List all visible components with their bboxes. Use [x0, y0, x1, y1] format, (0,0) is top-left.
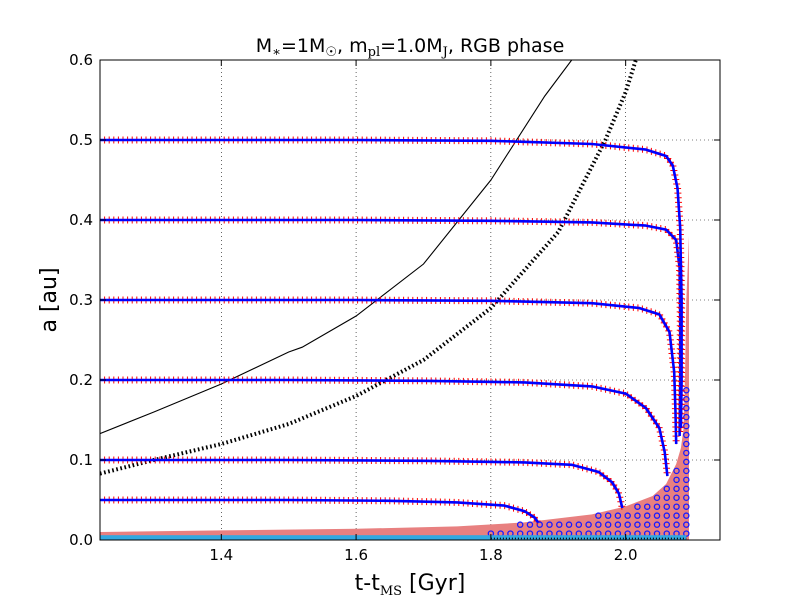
envelope-marker	[643, 521, 651, 528]
envelope-marker	[585, 521, 592, 528]
dotted-curve	[100, 60, 638, 476]
x-tick-label: 1.8	[479, 546, 503, 564]
orbit-line	[100, 138, 683, 429]
envelope-marker	[663, 521, 671, 528]
orbit-series	[100, 376, 671, 477]
envelope-marker	[683, 431, 690, 439]
x-axis-label-sub: MS	[380, 584, 402, 599]
title-part: =1M	[281, 35, 325, 57]
orbit-line	[100, 458, 624, 509]
x-tick-label: 1.6	[344, 546, 368, 564]
envelope-marker	[565, 521, 573, 528]
title-part: , RGB phase	[448, 35, 564, 57]
envelope-marker	[546, 521, 553, 528]
title-part: J	[441, 45, 448, 60]
base-band	[100, 535, 687, 540]
orbit-series	[100, 456, 626, 510]
envelope-marker	[683, 467, 690, 475]
envelope-marker	[683, 521, 690, 528]
x-axis-label-main: t-t	[355, 571, 381, 596]
envelope-marker	[653, 494, 661, 502]
solid-curve	[100, 60, 573, 435]
envelope-marker	[683, 422, 690, 430]
envelope-marker	[683, 440, 690, 448]
envelope-marker	[643, 512, 651, 519]
envelope-marker	[683, 386, 690, 394]
y-tick-label: 0.0	[69, 531, 93, 549]
title-part: , m	[337, 35, 368, 57]
envelope-marker	[683, 413, 690, 421]
orbit-series	[100, 296, 680, 445]
x-axis-label-unit: [Gyr]	[402, 571, 465, 596]
plot-area	[100, 60, 690, 540]
y-tick-label: 0.6	[69, 51, 93, 69]
envelope-marker	[683, 395, 690, 403]
y-tick-label: 0.1	[69, 451, 93, 469]
envelope-marker	[673, 467, 680, 475]
envelope-marker	[663, 512, 671, 519]
envelope-marker	[653, 512, 661, 519]
envelope-marker	[683, 485, 690, 493]
orbit-line	[100, 498, 540, 524]
envelope-marker	[683, 476, 690, 484]
envelope-marker	[595, 521, 602, 528]
envelope-marker	[526, 521, 534, 528]
envelope-marker	[653, 503, 661, 510]
envelope-marker	[614, 521, 622, 528]
title-part: M	[256, 35, 272, 57]
envelope-marker	[624, 512, 631, 519]
envelope-marker	[634, 503, 641, 510]
envelope-marker	[575, 521, 583, 528]
envelope-marker	[673, 521, 680, 528]
envelope-marker	[663, 494, 671, 502]
envelope-marker	[604, 521, 612, 528]
envelope-marker	[634, 512, 641, 519]
envelope-marker	[653, 521, 661, 528]
chart-title: M∗=1M☉, mpl=1.0MJ, RGB phase	[256, 35, 565, 60]
orbit-series	[100, 136, 686, 432]
envelope-marker	[673, 485, 680, 493]
envelope-marker	[683, 449, 690, 457]
envelope-marker	[663, 503, 671, 510]
title-part: ☉	[325, 45, 337, 60]
envelope-marker	[663, 485, 671, 493]
envelope-marker	[595, 512, 602, 519]
title-part: pl	[368, 45, 380, 60]
envelope-marker	[683, 503, 690, 510]
envelope-marker	[536, 521, 543, 528]
orbit-line	[100, 218, 682, 437]
envelope-marker	[683, 404, 690, 412]
axis-ticks: 1.4 1.6 1.8 2.0 0.0 0.1 0.2 0.3 0.4 0.5 0.6	[69, 51, 720, 564]
envelope-marker	[683, 458, 690, 466]
envelope-marker	[556, 521, 563, 528]
title-part: ∗	[272, 45, 281, 60]
envelope-marker	[673, 476, 680, 484]
envelope-marker	[624, 521, 631, 528]
envelope-marker	[643, 503, 651, 510]
orbit-line	[100, 298, 678, 445]
x-tick-label: 1.4	[209, 546, 233, 564]
y-axis-label: a [au]	[37, 267, 62, 332]
y-tick-label: 0.2	[69, 371, 93, 389]
envelope-marker	[673, 503, 680, 510]
x-axis-label: t-tMS [Gyr]	[355, 571, 466, 599]
envelope-marker	[634, 521, 641, 528]
envelope-marker	[683, 512, 690, 519]
orbit-series	[100, 496, 541, 525]
envelope-marker	[516, 521, 524, 528]
envelope-marker	[673, 494, 680, 502]
envelope-marker	[683, 494, 690, 502]
y-tick-label: 0.4	[69, 211, 93, 229]
envelope-marker	[673, 512, 680, 519]
stellar-envelope-fill	[100, 236, 689, 540]
envelope-marker	[604, 512, 612, 519]
orbit-series	[100, 216, 684, 437]
x-tick-label: 2.0	[614, 546, 638, 564]
y-tick-label: 0.3	[69, 291, 93, 309]
envelope-marker	[614, 512, 622, 519]
title-part: =1.0M	[380, 35, 443, 57]
y-tick-label: 0.5	[69, 131, 93, 149]
orbit-line	[100, 378, 669, 477]
